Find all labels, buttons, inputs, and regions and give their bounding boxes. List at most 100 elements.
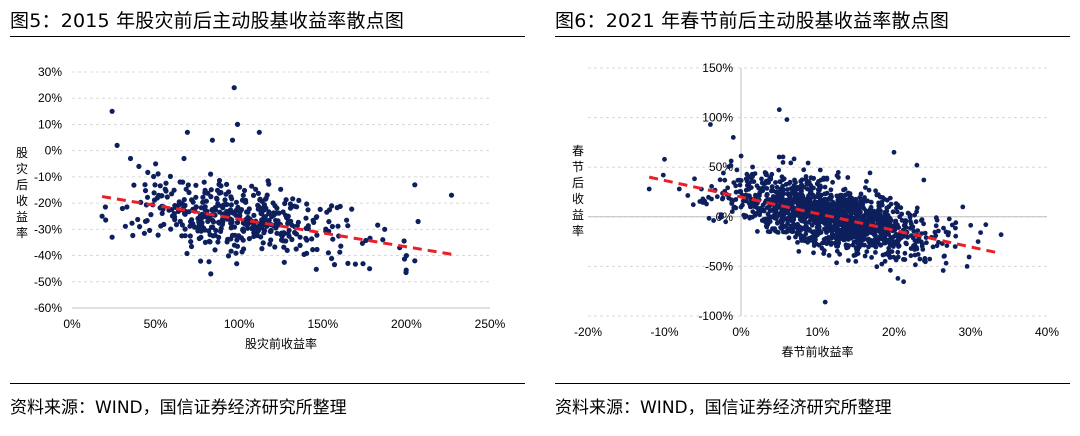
data-point (927, 257, 932, 262)
data-point (258, 224, 263, 229)
data-point (298, 235, 303, 240)
data-point (258, 234, 263, 239)
data-point (181, 156, 186, 161)
data-point (895, 222, 900, 227)
data-point (812, 229, 817, 234)
data-point (729, 163, 734, 168)
data-point (934, 223, 939, 228)
data-point (918, 257, 923, 262)
data-point (953, 226, 958, 231)
title-rule (10, 36, 525, 37)
data-point (137, 224, 142, 229)
data-point (867, 188, 872, 193)
data-point (304, 251, 309, 256)
data-point (745, 179, 750, 184)
data-point (208, 194, 213, 199)
data-point (750, 165, 755, 170)
x-tick-label: -10% (650, 325, 678, 339)
data-point (380, 237, 385, 242)
data-point (708, 122, 713, 127)
data-point (788, 161, 793, 166)
data-point (778, 179, 783, 184)
data-point (821, 205, 826, 210)
data-point (707, 216, 712, 221)
data-point (247, 236, 252, 241)
data-point (825, 177, 830, 182)
x-tick-label: 200% (391, 317, 422, 331)
data-point (801, 167, 806, 172)
data-point (936, 240, 941, 245)
data-point (854, 245, 859, 250)
data-point (848, 209, 853, 214)
source-rule (555, 383, 1070, 384)
data-point (913, 253, 918, 258)
data-point (888, 235, 893, 240)
data-point (305, 207, 310, 212)
data-point (709, 197, 714, 202)
data-point (880, 195, 885, 200)
data-point (212, 247, 217, 252)
data-point (903, 257, 908, 262)
data-point (662, 157, 667, 162)
data-point (226, 253, 231, 258)
data-point (647, 187, 652, 192)
y-tick-label: 100% (702, 111, 733, 125)
data-point (168, 227, 173, 232)
y-tick-label: 0% (45, 144, 63, 158)
x-tick-label: 150% (307, 317, 338, 331)
data-point (151, 174, 156, 179)
data-point (853, 202, 858, 207)
data-point (209, 208, 214, 213)
data-point (802, 197, 807, 202)
data-point (796, 249, 801, 254)
data-point (211, 233, 216, 238)
data-point (234, 261, 239, 266)
data-point (909, 222, 914, 227)
data-point (235, 122, 240, 127)
data-point (920, 244, 925, 249)
data-point (864, 179, 869, 184)
data-point (895, 250, 900, 255)
data-point (185, 130, 190, 135)
data-point (816, 187, 821, 192)
data-point (877, 210, 882, 215)
figure-title: 图5：2015 年股灾前后主动股基收益率散点图 (10, 6, 404, 33)
data-point (375, 223, 380, 228)
data-point (818, 168, 823, 173)
y-tick-label: 10% (38, 117, 62, 131)
scatter-plot-2021: 150%100%50%0%-50%-100%-20% -10% 0% 10% 20% 30… (545, 40, 1080, 360)
data-point (345, 261, 350, 266)
data-point (268, 237, 273, 242)
data-point (823, 221, 828, 226)
data-point (892, 150, 897, 155)
data-point (719, 215, 724, 220)
data-point (128, 156, 133, 161)
data-point (219, 226, 224, 231)
y-tick-label: -20% (34, 196, 62, 210)
data-point (731, 135, 736, 140)
data-point (723, 219, 728, 224)
x-tick-label: 20% (882, 325, 906, 339)
data-point (338, 204, 343, 209)
data-point (235, 205, 240, 210)
data-point (913, 262, 918, 267)
data-point (835, 249, 840, 254)
data-point (330, 237, 335, 242)
data-point (868, 209, 873, 214)
y-tick-label: 20% (38, 91, 62, 105)
data-point (746, 174, 751, 179)
data-point (273, 222, 278, 227)
data-point (888, 196, 893, 201)
data-point (880, 234, 885, 239)
data-point (830, 180, 835, 185)
data-point (330, 224, 335, 229)
data-point (178, 219, 183, 224)
data-point (165, 194, 170, 199)
data-point (135, 217, 140, 222)
data-point (869, 255, 874, 260)
data-point (913, 243, 918, 248)
data-point (215, 239, 220, 244)
data-point (791, 229, 796, 234)
data-point (143, 188, 148, 193)
data-point (740, 203, 745, 208)
